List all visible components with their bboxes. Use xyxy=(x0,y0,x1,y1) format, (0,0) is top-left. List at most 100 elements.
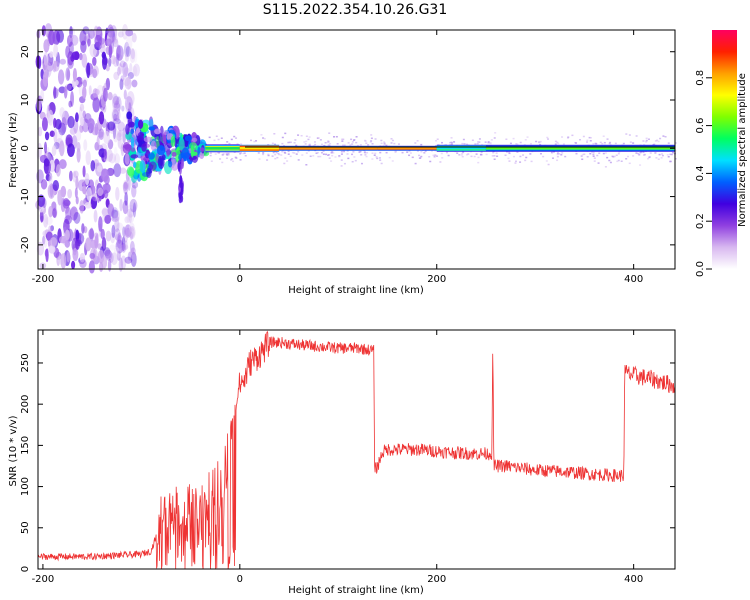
noise-blob xyxy=(76,141,81,153)
noise-blob xyxy=(48,244,56,254)
halo-speck xyxy=(371,152,374,154)
noise-blob xyxy=(43,159,51,175)
halo-speck xyxy=(614,142,617,145)
noise-blob xyxy=(49,182,54,198)
halo-speck xyxy=(589,140,592,142)
halo-speck xyxy=(495,152,498,154)
turbulence-blob xyxy=(125,123,130,135)
turbulence-blob xyxy=(130,136,135,149)
turbulence-blob xyxy=(139,160,146,173)
halo-speck xyxy=(331,151,334,153)
spectrogram-y-tick-label: 20 xyxy=(20,45,31,58)
noise-blob xyxy=(97,131,104,138)
halo-speck xyxy=(336,143,339,145)
halo-speck xyxy=(401,151,404,154)
halo-speck xyxy=(606,156,609,159)
noise-blob xyxy=(52,180,60,192)
halo-speck xyxy=(235,137,238,139)
halo-speck xyxy=(522,154,525,156)
halo-speck xyxy=(519,161,522,163)
halo-speck xyxy=(487,141,490,143)
halo-speck xyxy=(416,140,419,142)
halo-speck xyxy=(581,158,584,161)
halo-speck xyxy=(429,160,432,163)
turbulence-blob xyxy=(170,135,176,148)
halo-speck xyxy=(227,152,230,155)
halo-speck xyxy=(291,151,294,154)
noise-blob xyxy=(42,60,48,76)
halo-speck xyxy=(616,160,619,163)
halo-speck xyxy=(551,157,554,159)
halo-speck xyxy=(274,143,277,146)
halo-speck xyxy=(423,152,426,154)
noise-blob xyxy=(116,44,121,59)
noise-blob xyxy=(79,259,87,269)
noise-blob xyxy=(125,35,133,51)
halo-speck xyxy=(519,141,522,144)
halo-speck xyxy=(342,150,345,152)
noise-blob xyxy=(83,139,88,151)
turbulence-blob xyxy=(150,140,157,151)
halo-speck xyxy=(341,150,344,153)
noise-blob xyxy=(44,61,52,78)
halo-speck xyxy=(529,142,532,145)
halo-speck xyxy=(458,154,461,156)
halo-speck xyxy=(645,139,648,142)
halo-speck xyxy=(257,152,260,154)
halo-speck xyxy=(309,155,312,158)
halo-speck xyxy=(240,143,243,145)
halo-speck xyxy=(475,153,478,155)
halo-speck xyxy=(529,153,532,155)
halo-speck xyxy=(370,137,373,140)
halo-speck xyxy=(226,154,229,156)
colorbar-gradient xyxy=(712,30,737,269)
halo-speck xyxy=(272,151,275,154)
halo-speck xyxy=(477,161,480,164)
halo-speck xyxy=(526,136,529,138)
halo-speck xyxy=(654,140,657,142)
halo-speck xyxy=(579,138,582,141)
halo-speck xyxy=(371,143,374,145)
noise-blob xyxy=(37,194,46,207)
halo-speck xyxy=(556,141,559,144)
noise-blob xyxy=(61,116,67,133)
halo-speck xyxy=(450,141,453,144)
halo-speck xyxy=(324,141,327,144)
halo-speck xyxy=(491,155,494,157)
noise-blob xyxy=(98,216,103,232)
noise-blob xyxy=(54,131,63,141)
halo-speck xyxy=(530,160,533,163)
halo-speck xyxy=(331,154,334,157)
noise-blob xyxy=(105,230,112,242)
halo-speck xyxy=(351,153,354,156)
noise-blob xyxy=(124,216,130,224)
noise-blob xyxy=(53,117,57,129)
noise-blob xyxy=(124,96,133,111)
halo-speck xyxy=(340,165,343,167)
halo-speck xyxy=(275,151,278,154)
halo-speck xyxy=(670,153,673,156)
halo-speck xyxy=(293,152,296,154)
noise-blob xyxy=(57,189,63,206)
turbulence-blob xyxy=(157,155,165,169)
halo-speck xyxy=(539,152,542,155)
halo-speck xyxy=(474,143,477,145)
turbulence-blob xyxy=(154,128,161,135)
halo-speck xyxy=(383,141,386,143)
halo-speck xyxy=(243,152,246,154)
halo-speck xyxy=(380,162,383,165)
halo-speck xyxy=(601,142,604,145)
halo-speck xyxy=(358,151,361,153)
turbulence-blob xyxy=(156,145,166,156)
snr-y-tick-label: 200 xyxy=(20,395,31,414)
noise-blob xyxy=(111,108,115,123)
halo-speck xyxy=(628,162,631,165)
noise-blob xyxy=(44,131,50,141)
noise-blob xyxy=(113,102,121,109)
halo-speck xyxy=(375,156,378,158)
noise-blob xyxy=(76,148,81,163)
noise-blob xyxy=(92,88,99,98)
noise-blob xyxy=(101,207,109,217)
halo-speck xyxy=(353,156,356,158)
